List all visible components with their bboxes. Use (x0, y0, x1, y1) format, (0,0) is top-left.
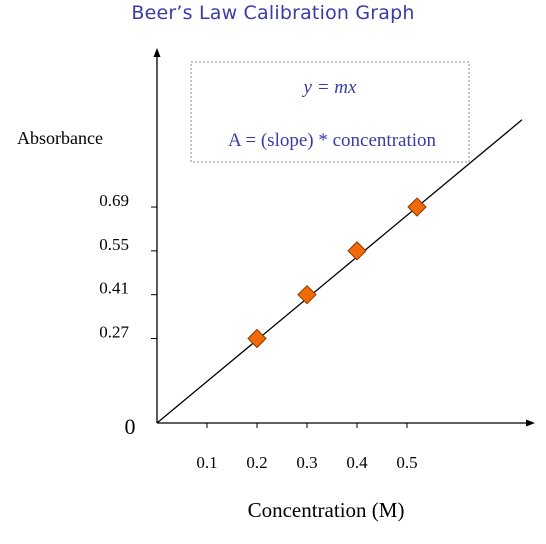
annotation-equation: y = mx (302, 77, 357, 98)
x-tick-label: 0.4 (346, 453, 368, 472)
y-axis-label: Absorbance (17, 128, 103, 148)
annotation-box (190, 61, 470, 163)
trendline (156, 119, 523, 424)
data-point (407, 197, 427, 217)
data-point (247, 328, 267, 349)
x-tick-label: 0.2 (246, 453, 267, 472)
y-tick-label: 0.69 (99, 191, 129, 210)
chart-title: Beer’s Law Calibration Graph (131, 2, 415, 24)
data-points (247, 197, 427, 349)
x-axis-arrow (526, 419, 535, 427)
data-point (297, 284, 317, 305)
y-tick-label: 0.27 (99, 322, 129, 341)
x-tick-label: 0.5 (396, 453, 417, 472)
x-tick-label: 0.3 (296, 453, 317, 472)
y-tick-label: 0.55 (99, 235, 129, 254)
annotation-formula: A = (slope) * concentration (228, 130, 437, 151)
origin-label: 0 (125, 414, 136, 439)
tick-group: 0.1 0.2 0.3 0.4 0.5 0.27 0.41 0.55 0.69 (99, 191, 417, 472)
x-axis-label: Concentration (M) (248, 498, 405, 522)
data-point (347, 241, 367, 261)
y-axis-arrow (153, 48, 161, 57)
y-tick-label: 0.41 (99, 279, 129, 298)
x-tick-label: 0.1 (196, 453, 217, 472)
